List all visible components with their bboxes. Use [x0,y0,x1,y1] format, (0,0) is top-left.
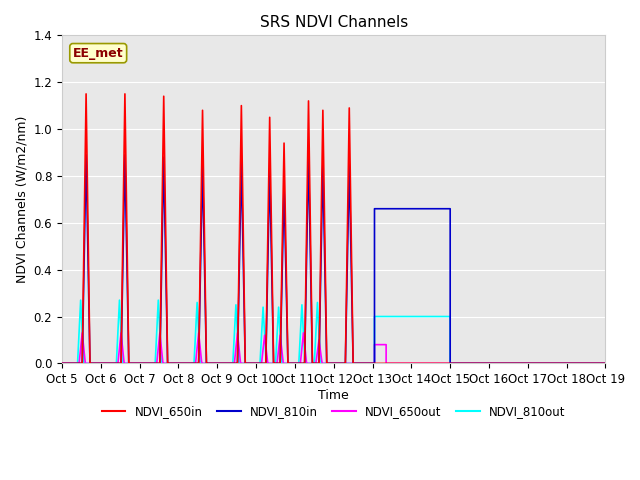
Line: NDVI_810out: NDVI_810out [62,300,605,363]
NDVI_650in [86,360,94,366]
NDVI_650in [241,360,249,366]
NDVI_650in [346,105,353,111]
NDVI_810out [278,360,285,366]
NDVI_650out [296,360,304,366]
NDVI_650out [78,330,86,336]
NDVI_650in [602,360,609,366]
NDVI_810in [234,360,241,366]
NDVI_650out [280,360,287,366]
Legend: NDVI_650in, NDVI_810in, NDVI_650out, NDVI_810out: NDVI_650in, NDVI_810in, NDVI_650out, NDV… [97,401,570,423]
NDVI_810out [77,297,84,303]
Title: SRS NDVI Channels: SRS NDVI Channels [260,15,408,30]
NDVI_650out [153,360,161,366]
NDVI_650in [83,91,90,97]
NDVI_650out [191,360,199,366]
NDVI_810out [58,360,66,366]
Line: NDVI_650in: NDVI_650in [62,94,605,363]
NDVI_650in [58,360,66,366]
NDVI_810in [78,360,86,366]
NDVI_810in [319,161,326,167]
NDVI_650in [276,360,284,366]
NDVI_650out [192,360,200,366]
NDVI_810in [58,360,66,366]
NDVI_650in [203,360,211,366]
NDVI_810out [295,360,303,366]
X-axis label: Time: Time [318,389,349,402]
NDVI_650out [58,360,66,366]
NDVI_810in [301,360,308,366]
Text: EE_met: EE_met [73,47,124,60]
NDVI_650out [602,360,609,366]
NDVI_810in [83,152,90,158]
NDVI_810in [284,360,292,366]
NDVI_650out [382,360,390,366]
NDVI_650in [284,360,292,366]
Y-axis label: NDVI Channels (W/m2/nm): NDVI Channels (W/m2/nm) [15,116,28,283]
NDVI_810out [190,360,198,366]
NDVI_810in [276,360,284,366]
NDVI_810out [446,360,454,366]
NDVI_810in [602,360,609,366]
NDVI_810out [602,360,609,366]
NDVI_810out [151,360,159,366]
Line: NDVI_810in: NDVI_810in [62,155,605,363]
Line: NDVI_650out: NDVI_650out [62,333,605,363]
NDVI_810out [190,360,198,366]
